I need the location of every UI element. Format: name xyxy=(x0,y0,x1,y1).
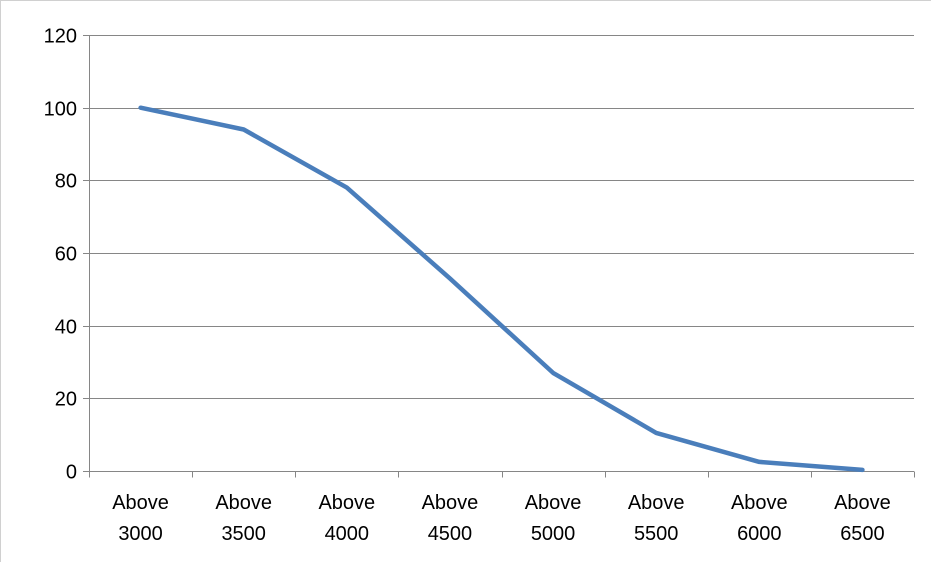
x-tick-label: Above 3500 xyxy=(215,492,272,545)
x-tick-label-line: 3000 xyxy=(118,523,163,545)
gridlines xyxy=(89,35,914,399)
y-tick-label: 60 xyxy=(55,244,77,266)
x-tick-label-line: 6000 xyxy=(737,523,782,545)
x-tick-label-line: Above xyxy=(422,492,479,514)
x-tick-label: Above 3000 xyxy=(112,492,169,545)
x-tick-label-line: 3500 xyxy=(221,523,266,545)
y-tick-label: 0 xyxy=(66,462,77,484)
x-tick-label-line: 6500 xyxy=(840,523,885,545)
x-tick-label-line: Above xyxy=(628,492,685,514)
x-tick-label-line: Above xyxy=(834,492,891,514)
y-tick-label: 80 xyxy=(55,171,77,193)
x-tick-label-line: Above xyxy=(525,492,582,514)
x-tick-label: Above 4500 xyxy=(422,492,479,545)
y-axis-tick-labels: 0 20 40 60 80 100 120 xyxy=(44,26,77,484)
series-line-0 xyxy=(138,105,865,473)
x-tick-label-line: 4000 xyxy=(325,523,370,545)
x-tick-label: Above 6000 xyxy=(731,492,788,545)
x-tick-label-line: Above xyxy=(318,492,375,514)
x-tick-label-line: Above xyxy=(215,492,272,514)
y-tick-label: 120 xyxy=(44,26,77,48)
x-tick-label: Above 4000 xyxy=(318,492,375,545)
y-tick-label: 40 xyxy=(55,317,77,339)
x-tick-label: Above 5500 xyxy=(628,492,685,545)
x-tick-label-line: 5500 xyxy=(634,523,679,545)
series-lines xyxy=(138,105,865,473)
y-tick-label: 20 xyxy=(55,389,77,411)
x-tick-label-line: Above xyxy=(731,492,788,514)
axes xyxy=(83,35,915,478)
x-tick-label-line: Above xyxy=(112,492,169,514)
y-tick-label: 100 xyxy=(44,99,77,121)
x-tick-label-line: 5000 xyxy=(531,523,576,545)
x-tick-label-line: 4500 xyxy=(428,523,473,545)
x-tick-label: Above 6500 xyxy=(834,492,891,545)
x-tick-label: Above 5000 xyxy=(525,492,582,545)
